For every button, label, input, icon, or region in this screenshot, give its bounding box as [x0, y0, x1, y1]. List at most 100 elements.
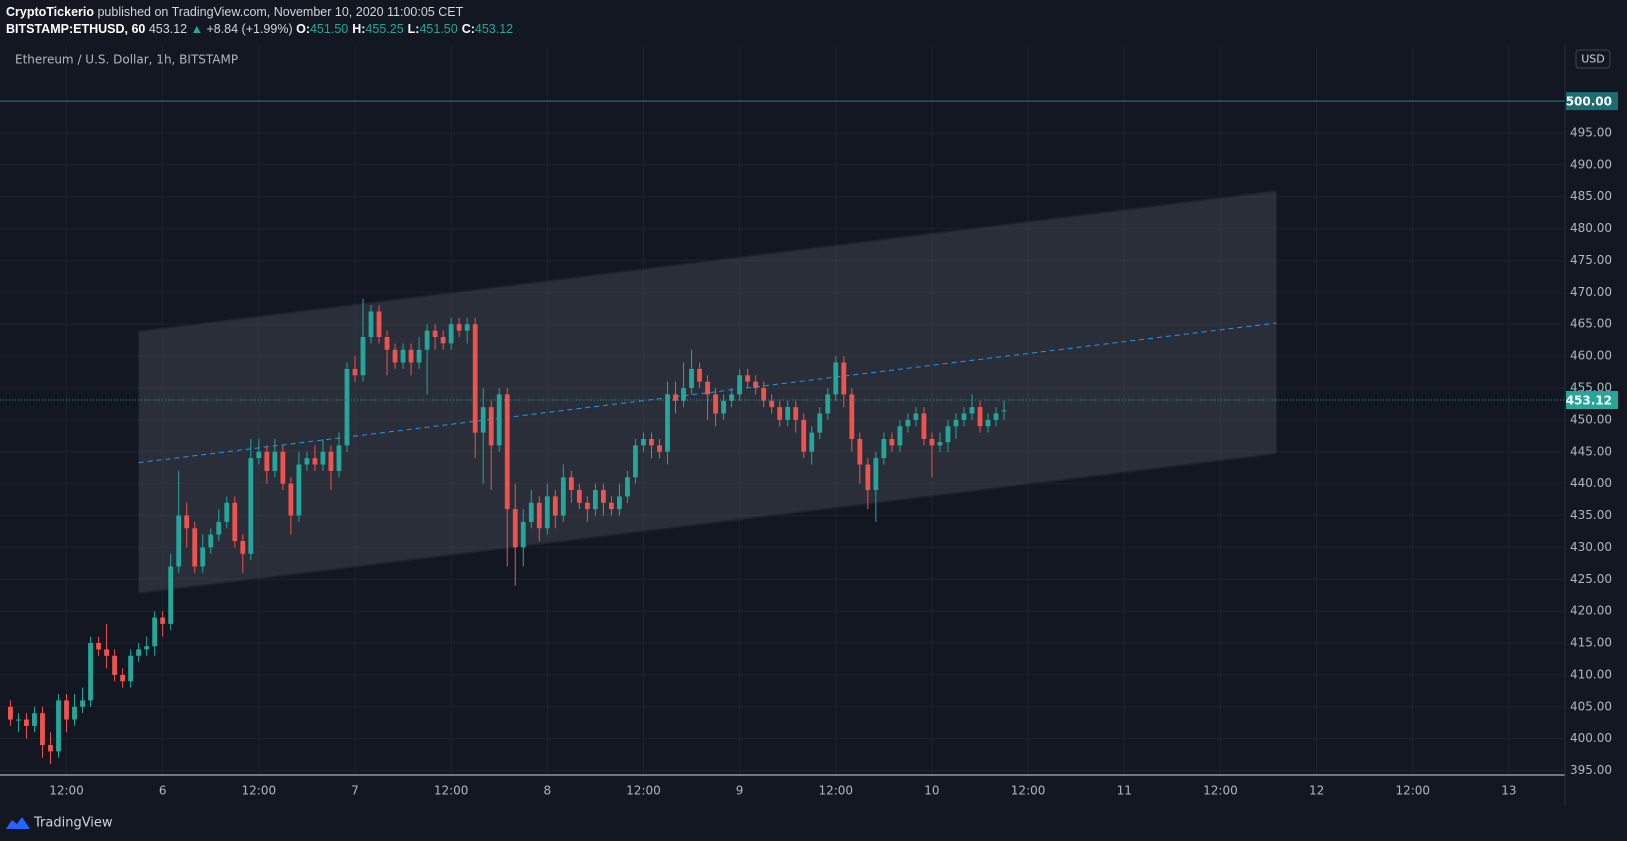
channel-lower — [138, 452, 1277, 595]
candle-body — [192, 528, 198, 567]
candle-body — [889, 439, 895, 446]
candle-body — [448, 324, 454, 344]
candle-body — [112, 655, 117, 675]
candle-body — [264, 451, 270, 471]
candle-body — [713, 394, 718, 414]
candle-body — [969, 407, 975, 414]
y-tick-label: 460.00 — [1570, 349, 1612, 363]
candle-body — [817, 413, 823, 433]
candle-body — [88, 643, 93, 701]
candle-body — [248, 458, 254, 554]
channel-middle — [138, 322, 1277, 464]
candle-body — [472, 324, 478, 433]
candle-body — [801, 419, 807, 452]
candle-body — [544, 496, 550, 529]
ohlc-value: 455.25 — [365, 22, 404, 36]
x-tick-label: 12:00 — [818, 784, 853, 798]
y-tick-label: 395.00 — [1570, 763, 1612, 777]
candle-body — [40, 713, 45, 746]
candle-body — [592, 490, 598, 510]
candle-body — [576, 490, 582, 503]
candle-body — [1001, 410, 1007, 412]
candle-body — [617, 496, 622, 510]
candle-body — [729, 394, 735, 401]
y-tick-label: 480.00 — [1570, 221, 1612, 235]
y-tick-label: 430.00 — [1570, 540, 1612, 554]
candle-body — [432, 330, 438, 337]
candle-body — [873, 458, 879, 491]
candle-body — [496, 394, 502, 446]
candle-body — [809, 432, 815, 452]
candle-body — [168, 566, 174, 624]
candle-body — [689, 368, 694, 389]
y-tick-label: 450.00 — [1570, 412, 1612, 426]
y-tick-label: 465.00 — [1570, 317, 1612, 331]
candle-body — [905, 419, 911, 427]
x-tick-label: 9 — [736, 784, 744, 798]
candle-body — [272, 451, 278, 471]
candle-body — [128, 655, 134, 682]
candle-body — [953, 419, 959, 427]
header: CryptoTickerio published on TradingView.… — [6, 4, 517, 38]
candle-body — [32, 713, 37, 726]
ohlc-value: 451.50 — [419, 22, 458, 36]
candle-body — [584, 502, 590, 510]
y-tick-label: 400.00 — [1570, 731, 1612, 745]
candle-body — [208, 534, 214, 548]
candle-body — [104, 649, 109, 656]
candle-body — [857, 439, 863, 465]
candle-body — [753, 381, 759, 389]
candle-body — [552, 496, 558, 516]
candle-body — [144, 646, 150, 650]
candle-body — [8, 706, 13, 720]
header-line: BITSTAMP:ETHUSD, 60 453.12 ▲ +8.84 (+1.9… — [6, 21, 517, 38]
candle-body — [400, 349, 406, 363]
header-line: CryptoTickerio published on TradingView.… — [6, 4, 517, 21]
candle-body — [136, 649, 142, 656]
candle-body — [921, 413, 927, 440]
candle-body — [745, 375, 751, 382]
x-tick-label: 8 — [543, 784, 551, 798]
price-label-box — [1566, 92, 1618, 111]
candle-body — [785, 407, 791, 420]
channel-upper — [138, 190, 1277, 333]
currency-label: USD — [1581, 53, 1605, 66]
candle-body — [865, 464, 871, 491]
candle-body — [568, 477, 574, 491]
x-tick-label: 12:00 — [242, 784, 277, 798]
y-tick-label: 490.00 — [1570, 157, 1612, 171]
candle-body — [665, 394, 670, 452]
x-tick-label: 7 — [351, 784, 359, 798]
candle-body — [761, 388, 767, 401]
x-tick-label: 12:00 — [49, 784, 84, 798]
candle-body — [80, 700, 85, 707]
candle-body — [600, 490, 606, 503]
candle-body — [721, 400, 727, 414]
candle-body — [184, 515, 190, 529]
published: published on TradingView.com, November 1… — [97, 5, 464, 19]
ohlc-key: L: — [407, 22, 420, 36]
last: 453.12 — [148, 22, 188, 36]
candle-body — [945, 426, 951, 443]
currency-box — [1575, 49, 1611, 69]
candle-body — [440, 337, 446, 344]
chart-title: Ethereum / U.S. Dollar, 1h, BITSTAMP — [15, 53, 238, 67]
candle-body — [737, 375, 743, 395]
candle-body — [633, 445, 638, 478]
candle-body — [929, 439, 935, 446]
candle-body — [625, 477, 630, 497]
candle-body — [673, 394, 678, 401]
candle-body — [649, 439, 654, 446]
candle-body — [560, 477, 566, 516]
candle-body — [200, 547, 206, 567]
candle-body — [480, 407, 486, 433]
candle-body — [408, 349, 414, 363]
candle-body — [280, 451, 286, 484]
candle-body — [977, 407, 983, 427]
candle-body — [697, 368, 702, 382]
candle-body — [256, 451, 262, 459]
y-tick-label: 495.00 — [1570, 125, 1612, 139]
ohlc: O:451.50 H:455.25 L:451.50 C:453.12 — [296, 22, 517, 36]
candle-body — [352, 368, 358, 376]
